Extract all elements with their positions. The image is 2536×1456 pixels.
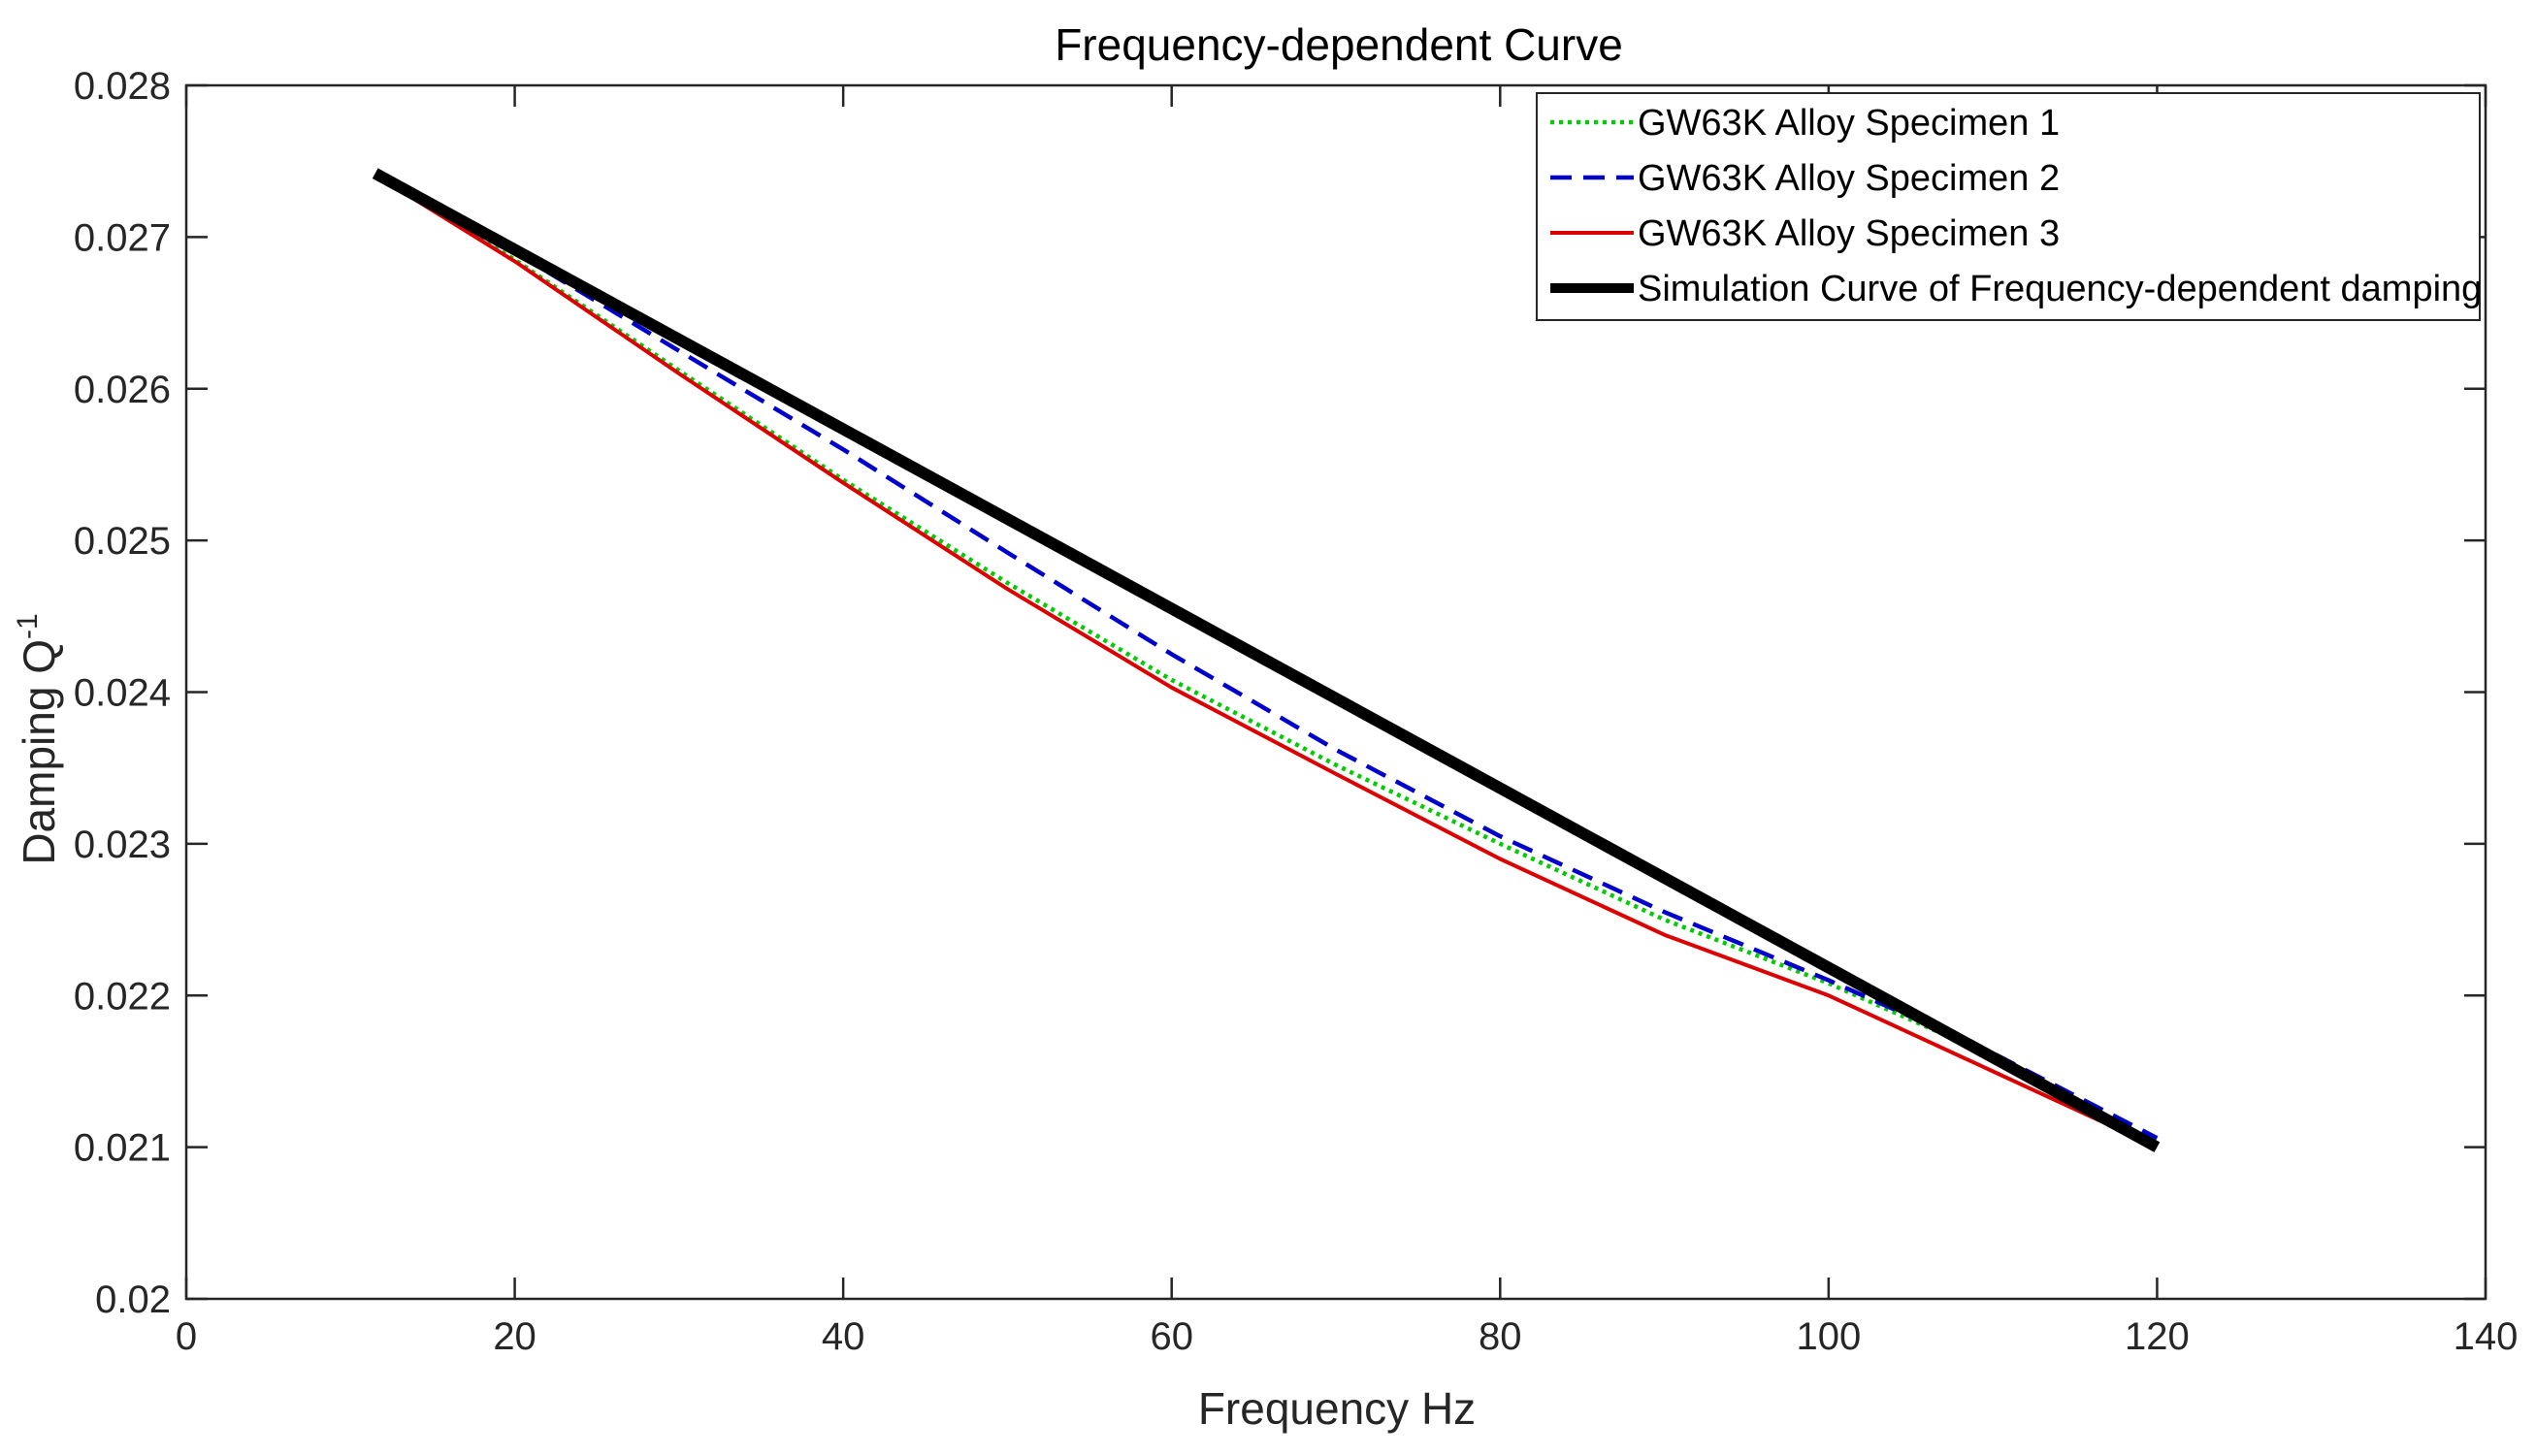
y-tick-label: 0.027 (74, 216, 171, 259)
chart-title: Frequency-dependent Curve (1055, 19, 1623, 70)
legend-box (1536, 92, 2481, 321)
x-tick-label: 0 (176, 1315, 197, 1358)
y-tick-label: 0.026 (74, 369, 171, 411)
x-tick-label: 20 (493, 1315, 536, 1358)
y-tick-label: 0.021 (74, 1127, 171, 1170)
x-tick-label: 120 (2125, 1315, 2190, 1358)
y-axis-title-superscript: -1 (12, 613, 44, 639)
legend-label-3: GW63K Alloy Specimen 3 (1638, 213, 2060, 254)
y-tick-label: 0.022 (74, 975, 171, 1018)
series-line-4 (372, 168, 2161, 1152)
x-tick-label: 60 (1150, 1315, 1193, 1358)
x-tick-label: 40 (822, 1315, 865, 1358)
y-tick-label: 0.02 (95, 1278, 171, 1321)
y-axis-title-base: Damping Q (14, 639, 64, 865)
legend-label-4: Simulation Curve of Frequency-dependent … (1638, 269, 2482, 309)
legend: GW63K Alloy Specimen 1 GW63K Alloy Specim… (1536, 92, 2482, 321)
series-line-2 (374, 173, 2159, 1141)
y-tick-label: 0.023 (74, 824, 171, 866)
axes: 0 20 40 60 80 100 120 140 0.02 0.021 0.022 0.023 0.0… (74, 65, 2518, 1358)
x-tick-label: 140 (2454, 1315, 2519, 1358)
x-axis-title: Frequency Hz (1198, 1383, 1476, 1434)
x-tick-label: 100 (1796, 1315, 1861, 1358)
series-line-1 (374, 173, 2159, 1145)
legend-label-2: GW63K Alloy Specimen 2 (1638, 158, 2060, 199)
y-axis-title: Damping Q-1 (12, 613, 64, 864)
legend-label-1: GW63K Alloy Specimen 1 (1638, 103, 2060, 144)
y-tick-label: 0.028 (74, 65, 171, 108)
y-tick-label: 0.024 (74, 672, 171, 715)
series-line-3 (374, 173, 2159, 1149)
y-tick-label: 0.025 (74, 520, 171, 563)
x-tick-label: 80 (1479, 1315, 1522, 1358)
